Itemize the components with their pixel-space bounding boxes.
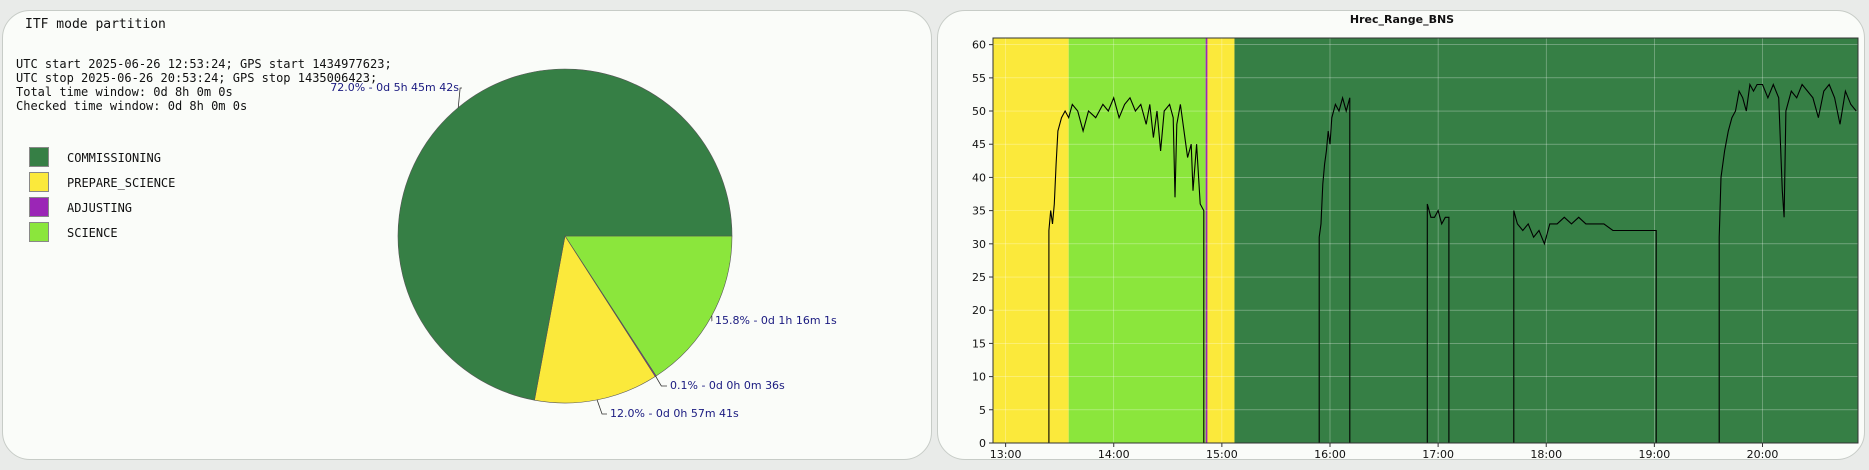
info-total-window: Total time window: 0d 8h 0m 0s (16, 85, 233, 99)
x-tick-label: 14:00 (1098, 448, 1130, 460)
info-utc-start: UTC start 2025-06-26 12:53:24; GPS start… (16, 57, 392, 71)
line-chart: 0 5 10 15 20 25 30 35 40 45 50 55 60 13:00 14:00 15:00 1… (972, 37, 1859, 460)
mode-band (1234, 38, 1858, 443)
pie-slice-label: 0.1% - 0d 0h 0m 36s (670, 379, 785, 392)
mode-partition-panel: ITF mode partition UTC start 2025-06-26 … (2, 10, 932, 460)
legend-label: ADJUSTING (67, 201, 133, 215)
legend-swatch (29, 172, 49, 192)
pie-slice-label: 12.0% - 0d 0h 57m 41s (610, 407, 739, 420)
y-tick-label: 35 (972, 205, 986, 218)
mode-band (1207, 38, 1235, 443)
y-tick-label: 15 (972, 337, 986, 350)
mode-band (1205, 38, 1208, 443)
y-tick-label: 45 (972, 138, 986, 151)
pie-leader-line (655, 376, 667, 387)
pie-leader-line (457, 87, 462, 108)
y-tick-label: 25 (972, 271, 986, 284)
y-tick-label: 30 (972, 238, 986, 251)
plot-frame (992, 37, 1859, 444)
x-tick-label: 15:00 (1206, 448, 1238, 460)
mode-band (1068, 38, 1206, 443)
legend-swatch (29, 222, 49, 242)
y-tick-label: 40 (972, 171, 986, 184)
x-tick-label: 17:00 (1422, 448, 1454, 460)
y-tick-label: 10 (972, 371, 986, 384)
y-tick-label: 20 (972, 304, 986, 317)
mode-band (993, 38, 1069, 443)
range-series-line (993, 82, 1857, 444)
x-tick-label: 19:00 (1639, 448, 1671, 460)
pie-leader-line (596, 399, 607, 415)
y-tick-label: 0 (979, 437, 986, 450)
x-tick-label: 20:00 (1747, 448, 1779, 460)
legend-label: PREPARE_SCIENCE (67, 176, 176, 190)
pie-slice (397, 68, 733, 401)
y-tick-label: 5 (979, 404, 986, 417)
legend-swatch (29, 147, 49, 167)
y-tick-label: 55 (972, 72, 986, 85)
legend-label: SCIENCE (67, 226, 118, 240)
chart-title: Hrec_Range_BNS (1349, 13, 1455, 26)
pie-slice-label: 72.0% - 0d 5h 45m 42s (330, 81, 459, 94)
info-utc-stop: UTC stop 2025-06-26 20:53:24; GPS stop 1… (16, 71, 378, 85)
x-tick-label: 16:00 (1314, 448, 1346, 460)
pie-chart: 15.8% - 0d 1h 16m 1s 0.1% - 0d 0h 0m 36s 1… (330, 68, 837, 420)
range-chart-panel: Hrec_Range_BNS 0 5 10 15 20 25 30 35 40 45 50 55 60 1… (937, 10, 1865, 460)
panel-title: ITF mode partition (25, 17, 166, 32)
legend-label: COMMISSIONING (67, 151, 161, 165)
info-checked-window: Checked time window: 0d 8h 0m 0s (16, 99, 248, 113)
legend-swatch (29, 197, 49, 217)
y-tick-label: 60 (972, 39, 986, 52)
pie-slice-label: 15.8% - 0d 1h 16m 1s (715, 314, 837, 327)
x-tick-label: 13:00 (990, 448, 1022, 460)
y-tick-label: 50 (972, 105, 986, 118)
x-tick-label: 18:00 (1530, 448, 1562, 460)
